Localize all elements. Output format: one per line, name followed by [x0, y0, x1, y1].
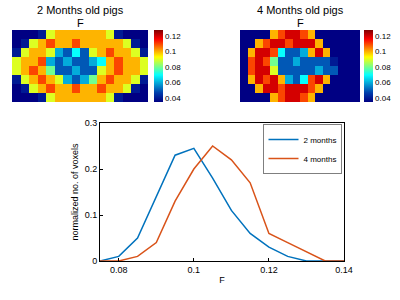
svg-text:0.3: 0.3 — [85, 118, 98, 128]
svg-text:0.12: 0.12 — [375, 32, 391, 41]
svg-text:0.12: 0.12 — [165, 32, 181, 41]
svg-text:0.1: 0.1 — [85, 210, 98, 220]
svg-text:normalized no. of voxels: normalized no. of voxels — [70, 143, 80, 241]
svg-text:0.2: 0.2 — [85, 164, 98, 174]
svg-text:0.08: 0.08 — [110, 265, 128, 275]
svg-text:0.04: 0.04 — [375, 94, 391, 103]
svg-text:F: F — [219, 275, 225, 285]
svg-text:0.06: 0.06 — [165, 78, 181, 87]
svg-text:0.1: 0.1 — [165, 47, 177, 56]
svg-text:4 Months old pigs: 4 Months old pigs — [257, 4, 344, 16]
svg-text:0.08: 0.08 — [165, 63, 181, 72]
svg-text:0.12: 0.12 — [260, 265, 278, 275]
svg-text:2 Months old pigs: 2 Months old pigs — [37, 4, 124, 16]
svg-text:0.06: 0.06 — [375, 78, 391, 87]
svg-text:0: 0 — [92, 256, 97, 266]
svg-text:F: F — [297, 17, 304, 29]
svg-text:2 months: 2 months — [304, 136, 337, 145]
svg-text:0.14: 0.14 — [335, 265, 353, 275]
svg-text:0.1: 0.1 — [375, 47, 387, 56]
svg-text:0.04: 0.04 — [165, 94, 181, 103]
svg-text:4 months: 4 months — [304, 155, 337, 164]
svg-text:0.08: 0.08 — [375, 63, 391, 72]
svg-text:0.1: 0.1 — [188, 265, 201, 275]
svg-text:F: F — [77, 17, 84, 29]
